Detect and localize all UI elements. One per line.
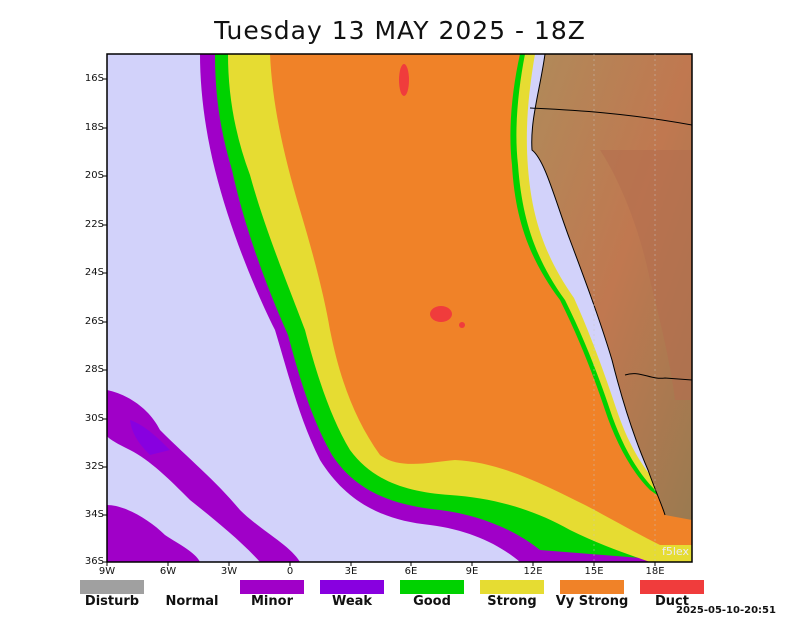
x-label-0: 0 [286, 566, 294, 577]
map-frame [106, 53, 693, 563]
duct-patch-1 [399, 64, 409, 96]
x-label-9e: 9E [465, 566, 479, 577]
x-label-6e: 6E [404, 566, 418, 577]
y-label-36s: 36S [84, 556, 104, 567]
legend-label-duct: Duct [655, 594, 689, 609]
y-label-32s: 32S [84, 461, 104, 472]
legend-swatch-normal [160, 580, 224, 594]
y-label-18s: 18S [84, 122, 104, 133]
y-ticks [103, 78, 107, 563]
legend-label-good: Good [413, 594, 451, 609]
legend-label-strong: Strong [487, 594, 537, 609]
x-label-3e: 3E [344, 566, 358, 577]
x-label-6w: 6W [159, 566, 177, 577]
minor-patch-sw2 [107, 505, 200, 562]
duct-patch-2 [430, 306, 452, 322]
y-label-20s: 20S [84, 170, 104, 181]
legend-swatch-strong [480, 580, 544, 594]
legend-swatch-vystrong [560, 580, 624, 594]
legend-label-vystrong: Vy Strong [555, 594, 629, 609]
legend-swatch-weak [320, 580, 384, 594]
land-highlands [600, 150, 692, 400]
border-line-2 [624, 373, 692, 381]
x-label-9w: 9W [98, 566, 116, 577]
legend-label-weak: Weak [331, 594, 373, 609]
legend-swatch-duct [640, 580, 704, 594]
y-label-34s: 34S [84, 509, 104, 520]
legend-label-minor: Minor [251, 594, 293, 609]
weak-patch-sw [130, 420, 170, 455]
map-title: Tuesday 13 MAY 2025 - 18Z [214, 16, 586, 45]
coastline [531, 54, 666, 516]
legend-label-disturb: Disturb [84, 594, 140, 609]
legend-swatch-minor [240, 580, 304, 594]
x-ticks [106, 562, 656, 566]
x-label-15e: 15E [584, 566, 604, 577]
duct-patch-3 [459, 322, 465, 328]
x-label-3w: 3W [220, 566, 238, 577]
legend-swatch-disturb [80, 580, 144, 594]
y-label-26s: 26S [84, 316, 104, 327]
y-label-22s: 22S [84, 219, 104, 230]
timestamp: 2025-05-10-20:51 [676, 605, 776, 616]
legend-label-normal: Normal [165, 594, 219, 609]
y-label-16s: 16S [84, 73, 104, 84]
x-label-18e: 18E [645, 566, 665, 577]
x-label-12e: 12E [523, 566, 543, 577]
y-label-30s: 30S [84, 413, 104, 424]
y-label-28s: 28S [84, 364, 104, 375]
watermark: f5lex [662, 545, 690, 558]
legend-swatch-good [400, 580, 464, 594]
border-line-1 [529, 107, 692, 126]
minor-patch-sw [107, 390, 300, 562]
y-label-24s: 24S [84, 267, 104, 278]
